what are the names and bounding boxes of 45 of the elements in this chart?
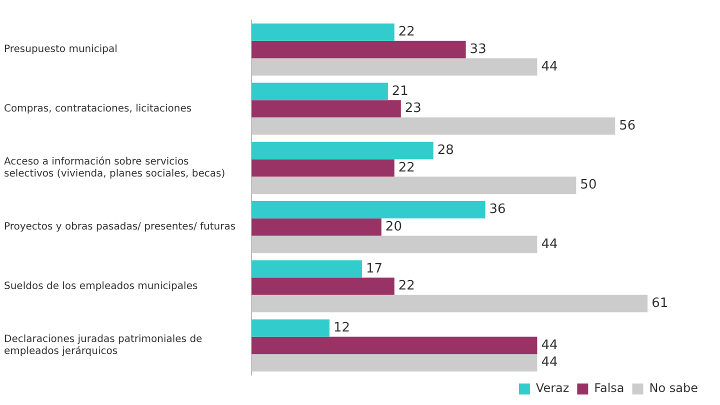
legend-label: Veraz bbox=[536, 381, 570, 396]
legend-label: No sabe bbox=[649, 381, 698, 396]
data-label: 61 bbox=[652, 296, 668, 311]
data-label: 22 bbox=[398, 24, 415, 40]
y-tick-label: Declaraciones juradas patrimoniales de empleados jerárquicos bbox=[4, 334, 202, 358]
bar bbox=[252, 336, 538, 354]
bar bbox=[252, 319, 330, 337]
bar bbox=[252, 82, 388, 100]
bar bbox=[252, 260, 362, 278]
data-label: 20 bbox=[385, 219, 402, 234]
data-label: 28 bbox=[437, 142, 454, 158]
data-label: 12 bbox=[333, 320, 350, 336]
data-label: 22 bbox=[398, 278, 415, 294]
bar bbox=[252, 24, 394, 41]
bar bbox=[252, 236, 538, 254]
data-label: 50 bbox=[580, 178, 597, 193]
data-label: 44 bbox=[541, 355, 558, 370]
bar bbox=[252, 176, 576, 194]
bar bbox=[252, 201, 486, 218]
data-label: 44 bbox=[541, 338, 558, 353]
data-label: 33 bbox=[470, 42, 486, 57]
y-tick-label: Proyectos y obras pasadas/ presentes/ futuras bbox=[4, 222, 236, 233]
legend-label: Falsa bbox=[594, 381, 624, 396]
bar bbox=[252, 218, 382, 236]
data-label: 44 bbox=[541, 236, 558, 252]
data-label: 44 bbox=[541, 59, 558, 74]
bar bbox=[252, 354, 538, 372]
y-tick-label: Presupuesto municipal bbox=[4, 44, 118, 56]
data-label: 17 bbox=[366, 261, 382, 276]
data-label: 21 bbox=[392, 84, 408, 99]
bar bbox=[252, 142, 434, 160]
bar bbox=[252, 117, 616, 135]
data-label: 36 bbox=[489, 202, 506, 218]
data-label: 23 bbox=[404, 101, 422, 116]
data-label: 22 bbox=[398, 160, 415, 176]
bar bbox=[252, 58, 538, 76]
bar bbox=[252, 278, 394, 295]
bar bbox=[252, 40, 466, 58]
y-tick-label: Acceso a información sobre servicios selectivos (vivienda, planes sociales, becas) bbox=[4, 156, 226, 180]
y-tick-label: Sueldos de los empleados municipales bbox=[4, 280, 198, 292]
y-tick-label: Compras, contrataciones, licitaciones bbox=[4, 103, 192, 114]
data-label: 56 bbox=[619, 118, 636, 134]
bar bbox=[252, 294, 648, 312]
bar bbox=[252, 159, 394, 177]
bar bbox=[252, 100, 401, 118]
